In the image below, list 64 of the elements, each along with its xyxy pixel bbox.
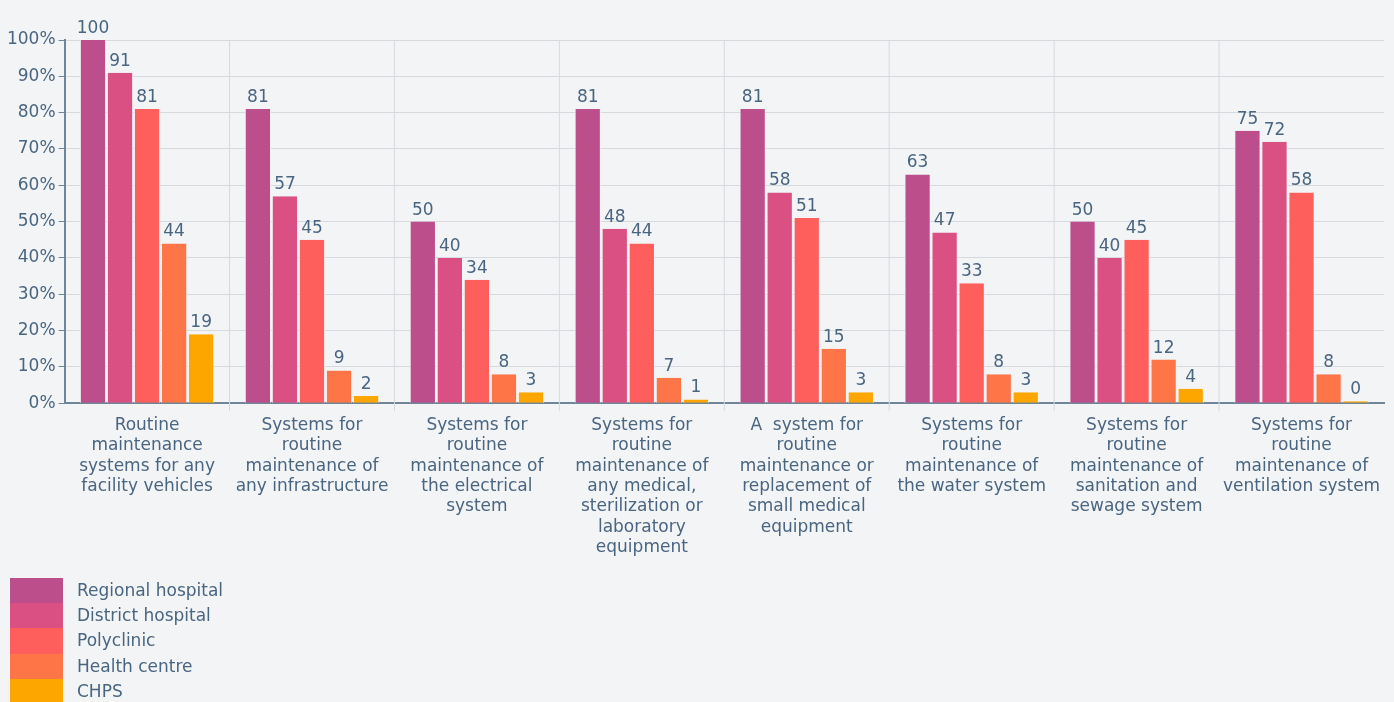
data-label: 15: [822, 325, 845, 346]
legend-label: CHPS: [77, 679, 123, 702]
data-label: 34: [466, 256, 488, 277]
data-label: 3: [855, 369, 867, 390]
data-label: 44: [163, 220, 185, 241]
data-label: 81: [741, 85, 764, 106]
y-tick-label: 10%: [17, 355, 56, 376]
data-label: 57: [274, 173, 296, 194]
data-label: 8: [993, 351, 1005, 372]
y-tick-label: 70%: [17, 137, 56, 158]
legend-label: Health centre: [77, 654, 193, 678]
y-tick-label: 50%: [17, 210, 56, 231]
data-label: 47: [933, 209, 956, 230]
data-label: 40: [1098, 234, 1121, 255]
data-label: 81: [136, 85, 158, 106]
x-tick-label: Systems for routine maintenance of sanitation and sewage system: [1070, 413, 1205, 516]
data-label: 8: [1323, 351, 1334, 372]
data-label: 3: [525, 369, 537, 390]
data-label: 7: [663, 354, 675, 375]
data-label: 44: [631, 220, 653, 241]
data-label: 50: [1071, 198, 1094, 219]
data-label: 58: [1290, 169, 1313, 190]
data-label: 33: [960, 260, 983, 281]
data-label: 4: [1185, 365, 1197, 386]
data-label: 63: [906, 151, 929, 172]
data-label: 45: [1125, 216, 1148, 237]
data-label: 100: [76, 16, 110, 37]
data-label: 3: [1020, 369, 1032, 390]
data-label: 12: [1152, 336, 1175, 357]
legend-label: Polyclinic: [77, 629, 156, 653]
y-tick-label: 90%: [17, 64, 56, 85]
y-tick-label: 100%: [6, 28, 56, 49]
x-tick-label: A system for routine maintenance or replacement of small medical equipment: [739, 413, 874, 536]
x-tick-label: Systems for routine maintenance of the electrical system: [410, 413, 545, 516]
data-label: 81: [576, 85, 599, 106]
data-label: 9: [333, 347, 345, 368]
y-tick-label: 40%: [17, 246, 56, 267]
x-tick-label: Routine maintenance systems for any facility vehicles: [79, 413, 215, 496]
data-label: 58: [768, 169, 791, 190]
y-tick-label: 80%: [17, 101, 56, 122]
data-label: 91: [109, 49, 131, 70]
data-label: 40: [439, 234, 461, 255]
x-tick-label: Systems for routine maintenance of any medical, sterilization or laboratory equipment: [575, 413, 710, 557]
data-label: 72: [1263, 118, 1286, 139]
data-label: 2: [360, 372, 372, 393]
data-label: 48: [603, 205, 626, 226]
data-label: 45: [301, 216, 323, 237]
y-tick-label: 0%: [28, 391, 56, 412]
data-label: 81: [247, 85, 269, 106]
y-tick-label: 20%: [17, 318, 56, 339]
data-label: 19: [190, 311, 212, 332]
y-tick-label: 30%: [17, 282, 56, 303]
x-tick-label: Systems for routine maintenance of any infrastructure: [235, 413, 389, 496]
x-tick-label: Systems for routine maintenance of the water system: [897, 413, 1046, 496]
data-label: 51: [795, 194, 818, 215]
x-tick-label: Systems for routine maintenance of ventilation system: [1222, 413, 1381, 496]
data-label: 1: [690, 376, 702, 397]
y-tick-label: 60%: [17, 173, 56, 194]
legend-label: Regional hospital: [77, 579, 224, 602]
data-label: 75: [1236, 107, 1259, 128]
data-label: 0: [1350, 378, 1362, 399]
data-label: 50: [412, 198, 434, 219]
legend-label: District hospital: [77, 604, 211, 628]
data-label: 8: [498, 351, 510, 372]
